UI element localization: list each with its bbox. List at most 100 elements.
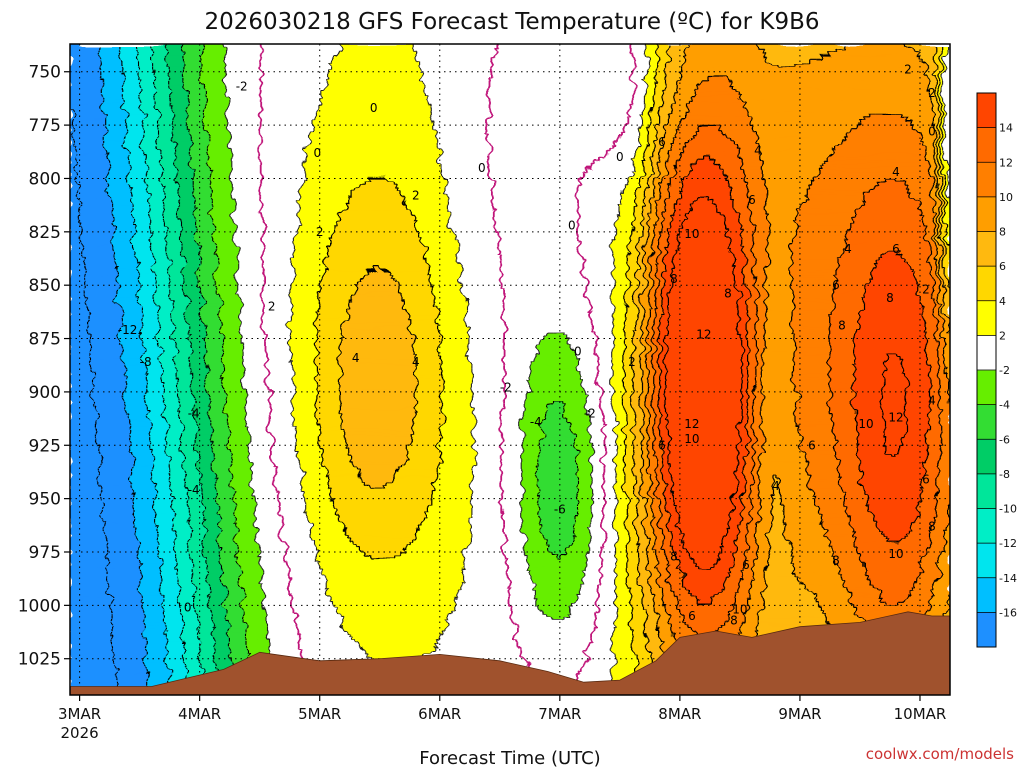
contour-label: 10 xyxy=(684,227,699,241)
field-cell xyxy=(662,101,675,106)
field-cell xyxy=(791,308,834,313)
field-cell xyxy=(70,139,106,145)
field-cell xyxy=(762,411,799,417)
field-cell xyxy=(207,400,227,405)
field-cell xyxy=(222,580,241,585)
field-cell xyxy=(779,488,813,493)
field-cell xyxy=(818,174,931,179)
field-cell xyxy=(947,266,950,271)
field-cell xyxy=(674,101,690,106)
field-cell xyxy=(339,216,414,221)
field-cell xyxy=(234,518,256,524)
field-cell xyxy=(797,396,831,401)
field-cell xyxy=(747,610,760,616)
field-cell xyxy=(463,572,532,577)
field-cell xyxy=(260,580,326,585)
field-cell xyxy=(336,51,417,57)
field-cell xyxy=(122,101,141,106)
field-cell xyxy=(750,587,766,593)
field-cell xyxy=(938,273,942,279)
field-cell xyxy=(416,223,452,229)
field-cell xyxy=(204,97,229,103)
field-cell xyxy=(207,576,224,581)
field-cell xyxy=(228,618,244,623)
field-cell xyxy=(809,185,875,191)
field-cell xyxy=(445,181,628,187)
cold-isotherms xyxy=(70,44,579,695)
field-cell xyxy=(237,537,259,543)
field-cell xyxy=(847,591,881,597)
field-cell xyxy=(920,135,936,141)
field-cell xyxy=(656,216,664,221)
field-cell xyxy=(339,388,417,394)
field-cell xyxy=(935,132,939,137)
field-cell xyxy=(539,442,576,447)
field-cell xyxy=(941,201,945,206)
field-cell xyxy=(521,423,543,428)
field-cell xyxy=(175,342,191,348)
field-cell xyxy=(213,637,229,642)
field-cell xyxy=(947,185,950,191)
field-cell xyxy=(125,109,141,114)
field-cell xyxy=(671,216,740,221)
field-cell xyxy=(680,193,734,198)
field-cell xyxy=(762,166,822,171)
field-cell xyxy=(791,315,831,321)
field-cell xyxy=(762,380,796,386)
field-cell xyxy=(316,392,341,397)
field-cell xyxy=(911,193,933,198)
field-cell xyxy=(181,220,197,225)
field-cell xyxy=(210,430,229,436)
field-cell xyxy=(906,116,933,122)
field-cell xyxy=(216,269,238,275)
field-cell xyxy=(427,93,646,99)
field-cell xyxy=(929,158,936,164)
field-cell xyxy=(665,560,678,566)
field-cell xyxy=(524,400,587,405)
field-cell xyxy=(800,438,837,443)
field-cell xyxy=(105,124,127,129)
field-cell xyxy=(322,572,464,577)
field-cell xyxy=(636,530,646,535)
field-cell xyxy=(615,515,628,520)
field-cell xyxy=(627,530,637,535)
field-cell xyxy=(125,116,144,122)
field-cell xyxy=(756,132,848,137)
field-cell xyxy=(662,312,749,317)
field-cell xyxy=(243,361,294,367)
field-cell xyxy=(430,281,464,286)
field-cell xyxy=(175,354,191,359)
field-cell xyxy=(938,216,942,221)
field-cell xyxy=(439,449,476,455)
contour-label: 6 xyxy=(742,558,750,572)
field-cell xyxy=(196,423,212,428)
field-cell xyxy=(181,442,197,447)
field-cell xyxy=(445,626,614,631)
field-cell xyxy=(163,626,183,631)
field-cell xyxy=(152,231,168,237)
field-cell xyxy=(328,74,423,80)
field-cell xyxy=(636,308,643,313)
field-cell xyxy=(794,63,928,68)
field-cell xyxy=(627,541,637,547)
field-cell xyxy=(809,480,843,485)
field-cell xyxy=(864,564,922,570)
field-cell xyxy=(70,166,109,171)
field-cell xyxy=(407,201,449,206)
field-cell xyxy=(210,603,227,608)
field-cell xyxy=(642,480,652,485)
field-cell xyxy=(328,476,364,482)
field-cell xyxy=(187,89,206,95)
field-cell xyxy=(944,530,950,535)
field-cell xyxy=(832,415,857,420)
field-cell xyxy=(146,158,162,164)
field-cell xyxy=(231,461,253,466)
field-cell xyxy=(295,438,320,443)
field-cell xyxy=(184,289,203,294)
field-cell xyxy=(70,526,139,531)
field-cell xyxy=(923,472,939,478)
field-cell xyxy=(439,151,637,156)
field-cell xyxy=(125,139,144,145)
field-cell xyxy=(947,606,950,612)
field-cell xyxy=(290,327,317,332)
